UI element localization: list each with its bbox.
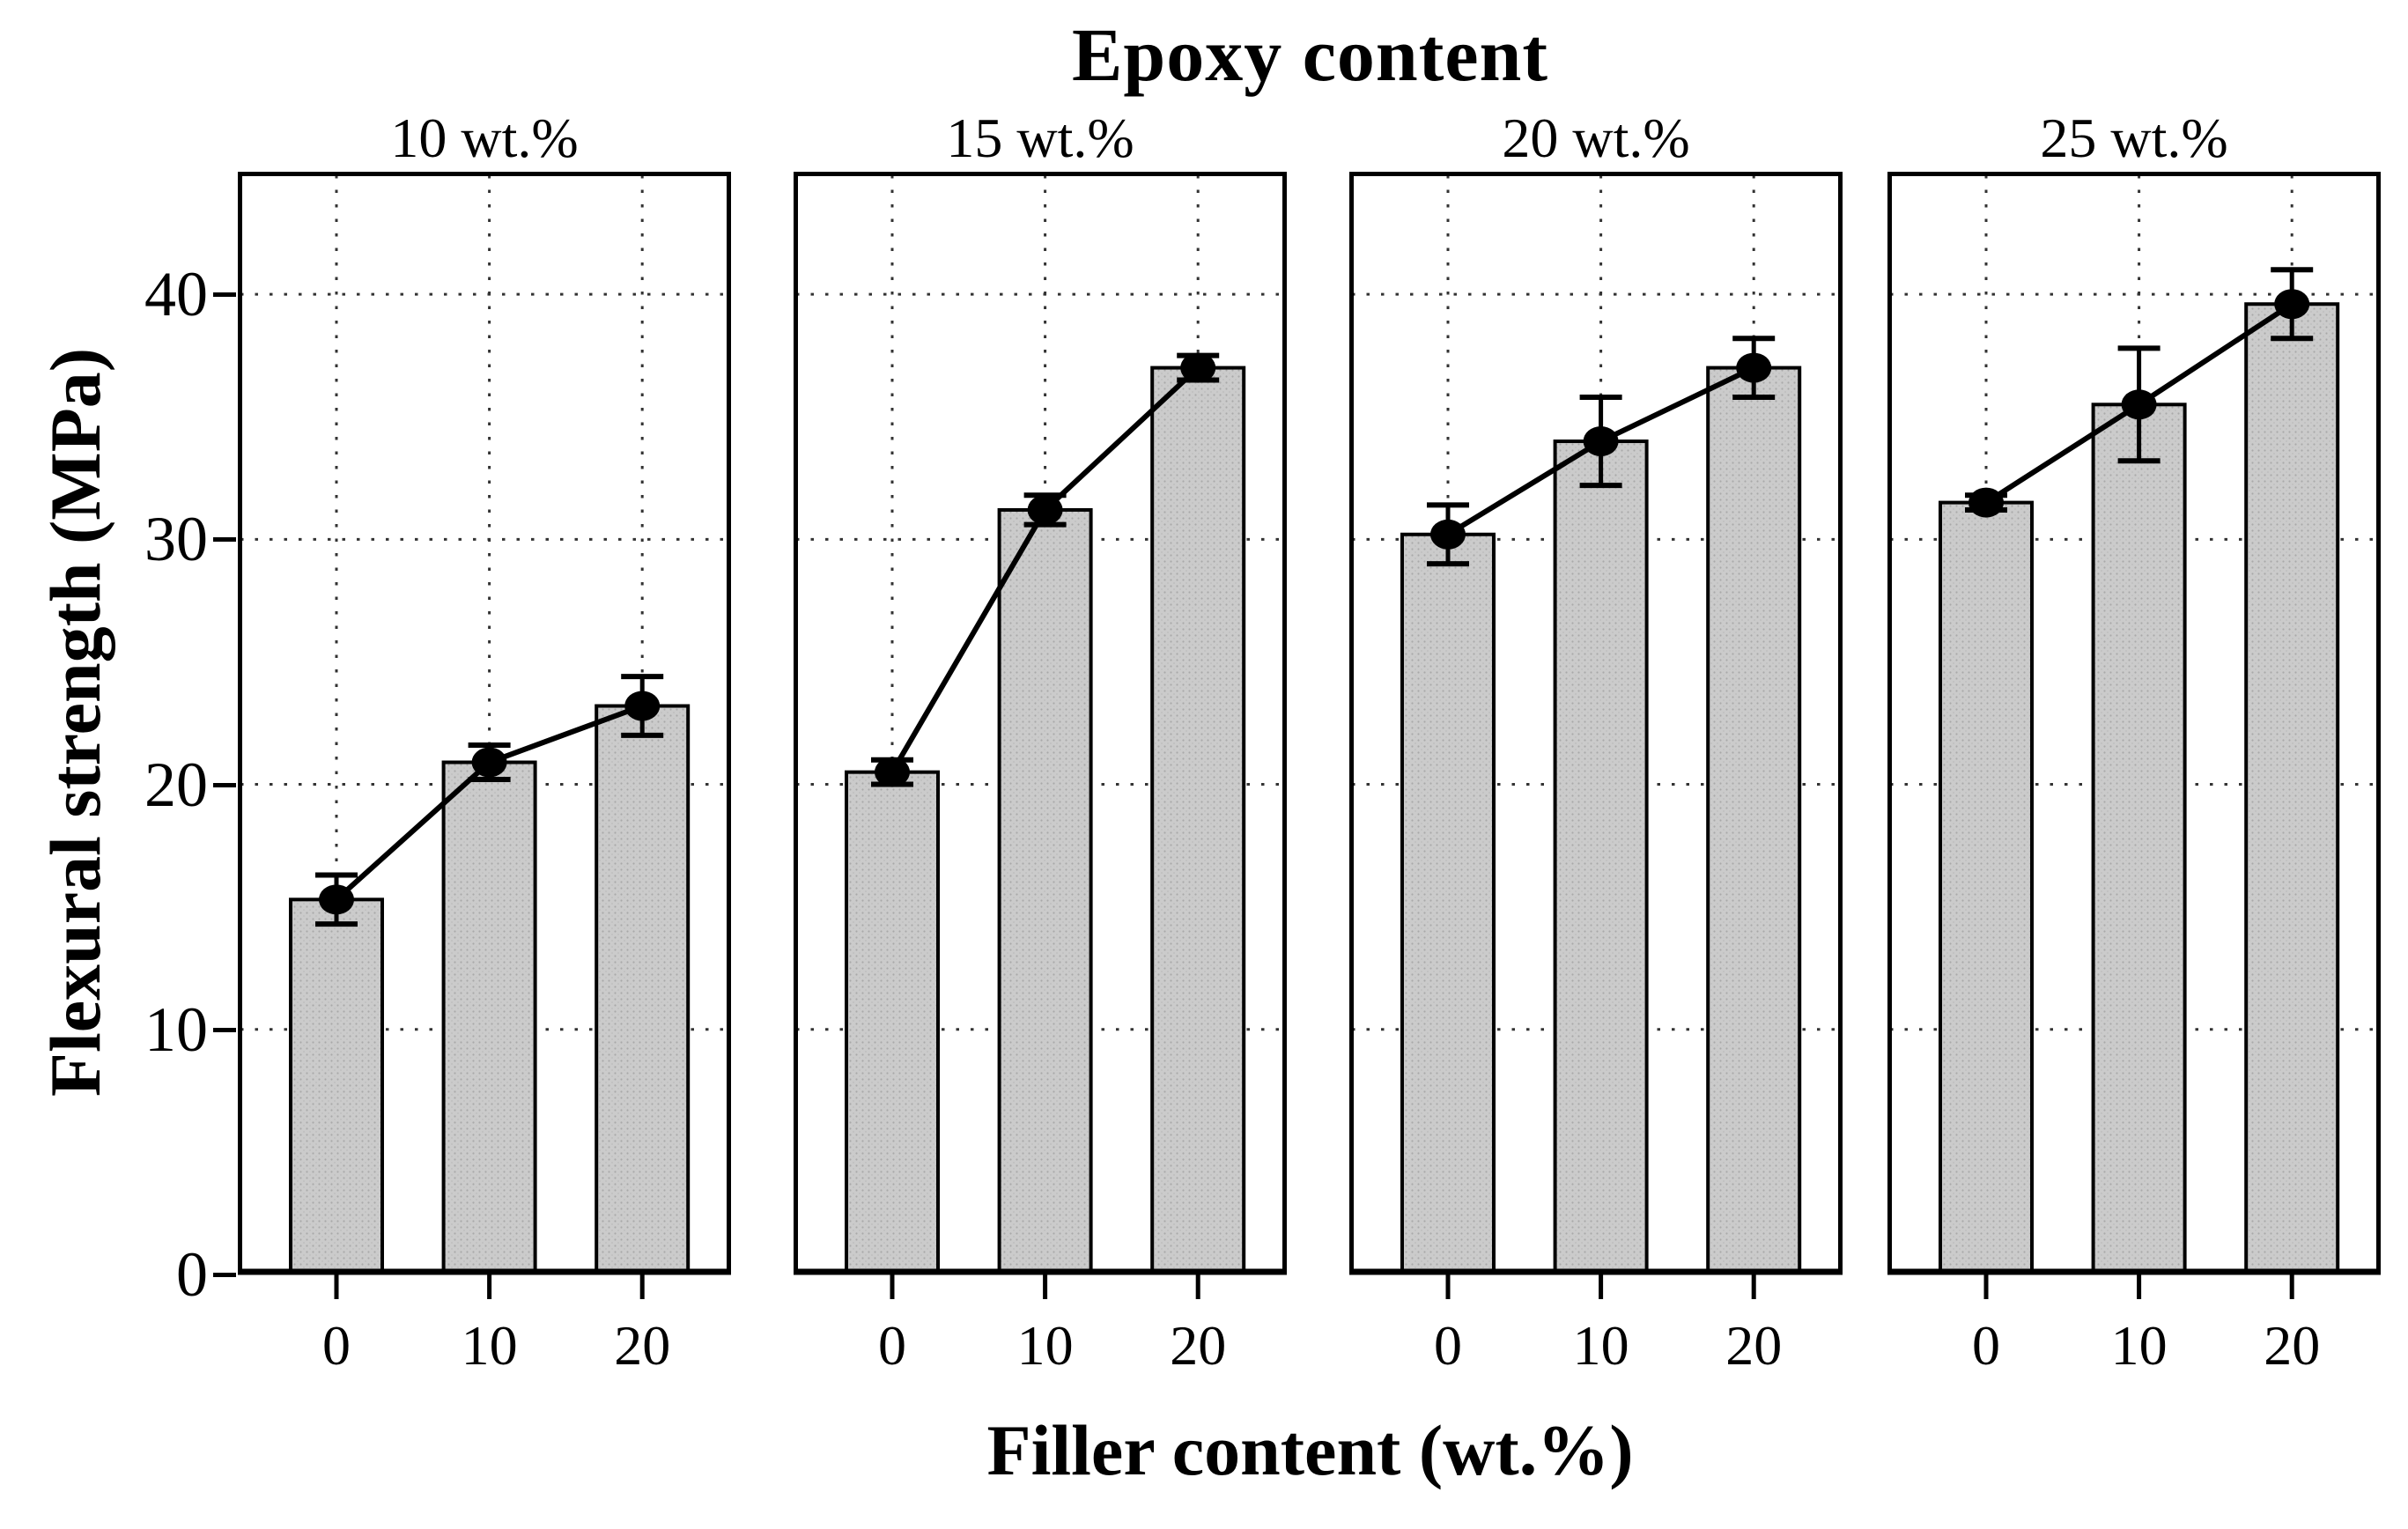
x-tick-label-20wt%-0: 0: [1434, 1314, 1462, 1377]
y-tick-mark-20: [213, 782, 236, 787]
y-tick-mark-40: [213, 292, 236, 298]
panel-25wt%: [1887, 172, 2381, 1299]
data-point-filler-20: [2274, 289, 2310, 320]
y-tick-label-40: 40: [144, 259, 208, 330]
data-point-filler-10: [1027, 494, 1063, 525]
data-point-filler-10: [2121, 389, 2157, 420]
x-tick-label-10wt%-20: 20: [614, 1314, 671, 1377]
panel-title-20wt: 20 wt.%: [1502, 107, 1690, 169]
panel-15wt%: [794, 172, 1287, 1299]
panel-title-25wt: 25 wt.%: [2040, 107, 2228, 169]
panel-svg-20wt%: [1349, 172, 1843, 1299]
panel-title-10wt: 10 wt.%: [390, 107, 579, 169]
bar-filler-10: [441, 760, 537, 1274]
bar-filler-20: [595, 704, 691, 1274]
data-point-filler-10: [471, 747, 507, 778]
panel-10wt%: [238, 172, 731, 1299]
y-tick-mark-10: [213, 1027, 236, 1032]
x-tick-label-20wt%-10: 10: [1572, 1314, 1629, 1377]
bar-filler-20: [1150, 366, 1246, 1275]
data-point-filler-20: [1736, 352, 1772, 383]
data-point-filler-0: [875, 757, 910, 787]
x-tick-label-10wt%-0: 0: [322, 1314, 351, 1377]
y-tick-label-30: 30: [144, 504, 208, 575]
bar-filler-10: [997, 507, 1093, 1274]
data-point-filler-20: [624, 691, 661, 721]
panel-20wt%: [1349, 172, 1843, 1299]
bar-filler-20: [1706, 366, 1802, 1275]
panel-title-15wt: 15 wt.%: [946, 107, 1134, 169]
x-tick-label-15wt%-20: 20: [1170, 1314, 1227, 1377]
y-tick-mark-0: [213, 1273, 236, 1277]
x-tick-label-25wt%-20: 20: [2264, 1314, 2321, 1377]
bar-filler-0: [845, 770, 940, 1274]
x-tick-label-15wt%-10: 10: [1016, 1314, 1074, 1377]
data-point-filler-0: [1969, 487, 2004, 518]
y-tick-label-20: 20: [144, 749, 208, 820]
x-tick-label-25wt%-10: 10: [2110, 1314, 2168, 1377]
y-axis-label: Flexural strength (MPa): [35, 347, 115, 1097]
data-point-filler-20: [1180, 352, 1216, 383]
y-tick-mark-30: [213, 537, 236, 543]
data-point-filler-0: [1430, 519, 1466, 550]
y-tick-label-10: 10: [144, 993, 208, 1065]
figure-title: Epoxy content: [1072, 12, 1548, 97]
x-axis-label: Filler content (wt.%): [986, 1410, 1634, 1490]
panel-svg-10wt%: [238, 172, 731, 1299]
data-point-filler-0: [319, 884, 354, 915]
x-tick-label-10wt%-10: 10: [461, 1314, 518, 1377]
x-tick-label-15wt%-0: 0: [878, 1314, 906, 1377]
bar-filler-0: [1400, 532, 1496, 1275]
y-tick-label-0: 0: [176, 1239, 208, 1310]
x-tick-label-20wt%-20: 20: [1725, 1314, 1783, 1377]
bar-filler-0: [1939, 500, 2034, 1275]
bar-filler-10: [1553, 439, 1649, 1274]
x-tick-label-25wt%-0: 0: [1972, 1314, 2000, 1377]
bar-filler-10: [2091, 403, 2187, 1274]
panel-svg-15wt%: [794, 172, 1287, 1299]
data-point-filler-10: [1583, 426, 1619, 457]
bar-filler-20: [2244, 302, 2340, 1275]
bar-filler-0: [289, 897, 384, 1274]
panel-svg-25wt%: [1887, 172, 2381, 1299]
